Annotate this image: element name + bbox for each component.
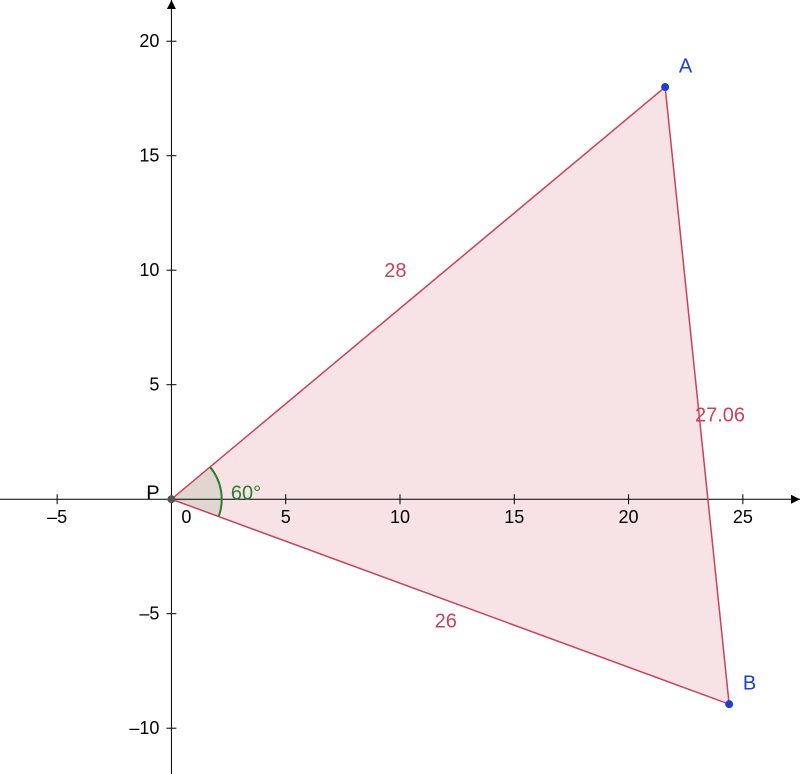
y-tick-label: –10 [129,718,159,738]
y-tick-label: –5 [139,604,159,624]
x-tick-label: 25 [733,507,753,527]
vertex-point-a [661,83,669,91]
side-label: 27.06 [695,404,745,426]
side-label: 26 [435,610,457,632]
vertex-point-b [725,700,733,708]
y-tick-label: 5 [149,375,159,395]
vertex-label-b: B [743,673,756,695]
x-tick-label: 5 [281,507,291,527]
y-tick-label: 15 [139,146,159,166]
x-tick-label: 0 [181,507,191,527]
y-axis-arrow [167,0,176,9]
x-tick-label: 10 [390,507,410,527]
side-label: 28 [384,260,406,282]
y-tick-label: 20 [139,31,159,51]
x-tick-label: –5 [47,507,67,527]
vertex-point-p [167,495,175,503]
x-tick-label: 20 [619,507,639,527]
vertex-label-p: P [146,482,159,504]
angle-label: 60° [231,482,261,504]
x-axis-arrow [791,495,800,504]
vertex-label-a: A [679,55,693,77]
coordinate-plot: –5 0 5 10 15 20 25 –10 –5 5 10 15 20 60° 28 27.06 26 P A B [0,0,800,774]
y-tick-label: 10 [139,260,159,280]
x-tick-label: 15 [504,507,524,527]
